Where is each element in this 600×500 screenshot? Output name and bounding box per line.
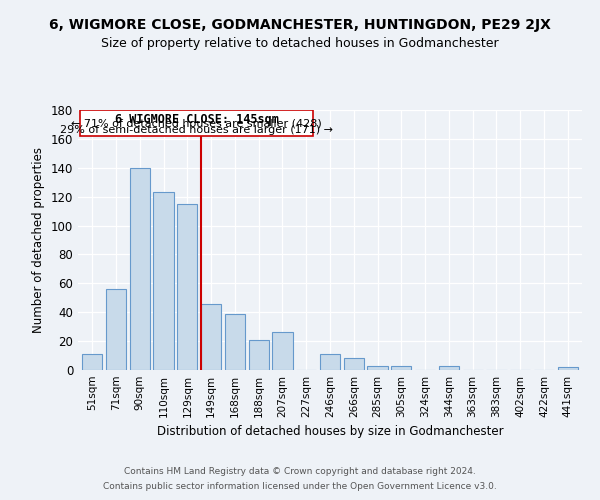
- X-axis label: Distribution of detached houses by size in Godmanchester: Distribution of detached houses by size …: [157, 426, 503, 438]
- Text: ← 71% of detached houses are smaller (428): ← 71% of detached houses are smaller (42…: [71, 118, 322, 128]
- Bar: [367, 366, 388, 370]
- Bar: [557, 367, 578, 370]
- Y-axis label: Number of detached properties: Number of detached properties: [32, 147, 45, 333]
- Text: 6, WIGMORE CLOSE, GODMANCHESTER, HUNTINGDON, PE29 2JX: 6, WIGMORE CLOSE, GODMANCHESTER, HUNTING…: [49, 18, 551, 32]
- Bar: [177, 204, 197, 370]
- Bar: [154, 192, 173, 370]
- Bar: [225, 314, 245, 370]
- Bar: [201, 304, 221, 370]
- Bar: [272, 332, 293, 370]
- Bar: [391, 366, 412, 370]
- Bar: [82, 354, 103, 370]
- Bar: [320, 354, 340, 370]
- Text: 29% of semi-detached houses are larger (171) →: 29% of semi-detached houses are larger (…: [61, 125, 334, 135]
- Bar: [106, 289, 126, 370]
- Bar: [248, 340, 269, 370]
- Text: Contains HM Land Registry data © Crown copyright and database right 2024.: Contains HM Land Registry data © Crown c…: [124, 467, 476, 476]
- Bar: [439, 366, 459, 370]
- Text: 6 WIGMORE CLOSE: 145sqm: 6 WIGMORE CLOSE: 145sqm: [115, 113, 279, 126]
- Text: Size of property relative to detached houses in Godmanchester: Size of property relative to detached ho…: [101, 38, 499, 51]
- Text: Contains public sector information licensed under the Open Government Licence v3: Contains public sector information licen…: [103, 482, 497, 491]
- Bar: [344, 358, 364, 370]
- FancyBboxPatch shape: [80, 110, 313, 136]
- Bar: [130, 168, 150, 370]
